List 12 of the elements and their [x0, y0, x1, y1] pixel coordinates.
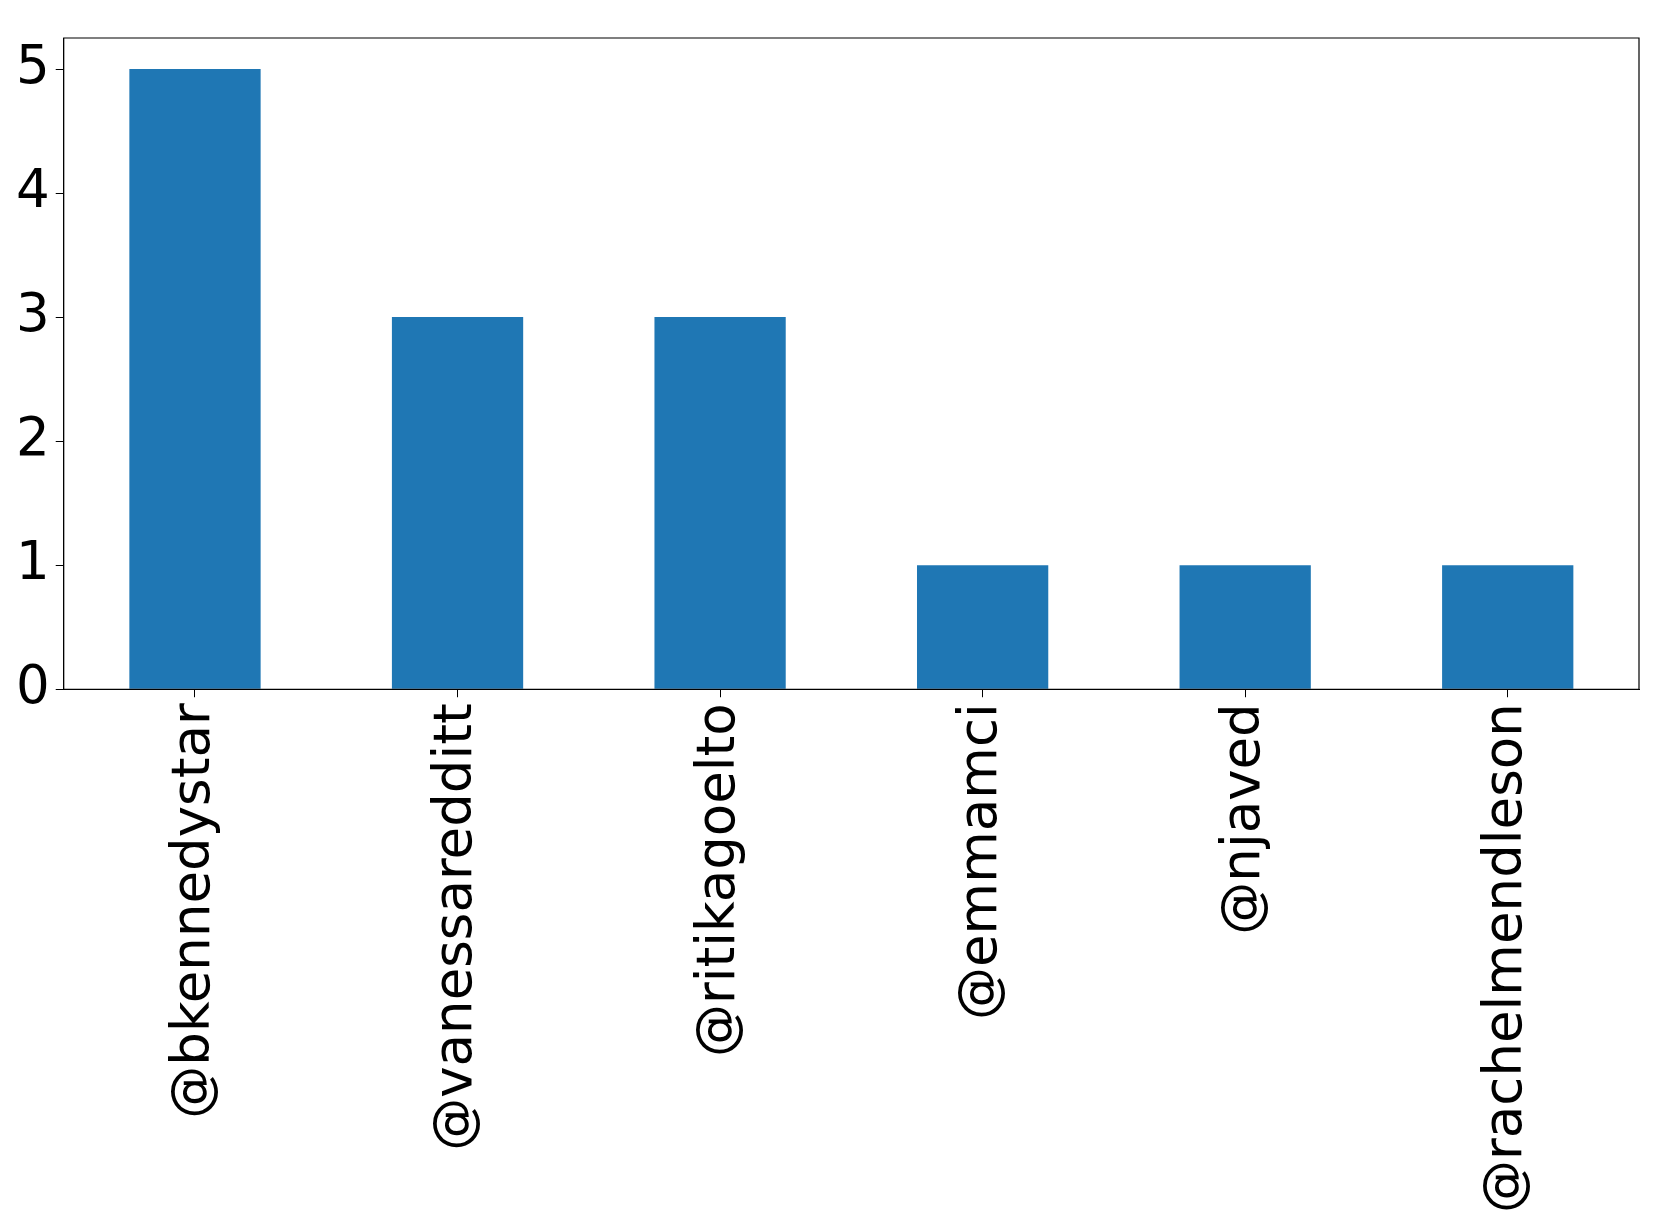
x-tick-label: @bkennedystar [159, 703, 221, 1119]
y-tick-label: 5 [15, 33, 50, 95]
y-tick-label: 1 [15, 529, 50, 591]
x-tick-label: @rachelmendleson [1472, 703, 1534, 1213]
x-tick-label: @njaved [1209, 703, 1271, 935]
y-tick-label: 2 [15, 405, 50, 467]
y-tick-label: 0 [15, 654, 50, 715]
y-tick-label: 3 [15, 281, 50, 343]
x-tick-label: @emmamci [947, 703, 1009, 1021]
y-tick-label: 4 [15, 157, 50, 219]
x-tick-label: @vanessaredditt [422, 703, 484, 1151]
x-tick-label: @ritikagoelto [684, 703, 746, 1058]
